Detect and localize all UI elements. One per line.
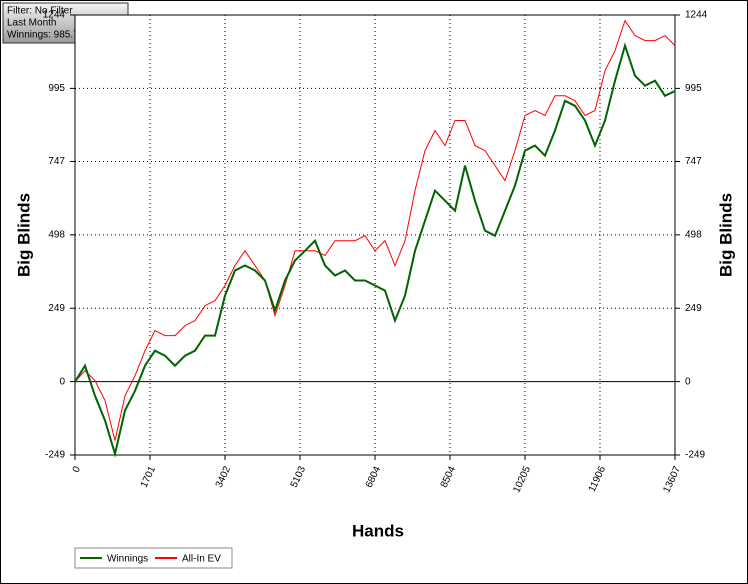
y-tick-label: 0: [59, 376, 65, 387]
y2-axis-title: Big Blinds: [716, 193, 735, 277]
y2-tick-label: 995: [685, 83, 702, 94]
y2-tick-label: 0: [685, 376, 691, 387]
y-tick-label: 995: [48, 83, 65, 94]
y2-tick-label: 498: [685, 229, 702, 240]
y2-tick-label: -249: [685, 450, 705, 461]
plot-border: [74, 14, 676, 456]
y-tick-label: 747: [48, 156, 65, 167]
x-axis-title: Hands: [352, 521, 404, 540]
y-tick-label: 249: [48, 303, 65, 314]
info-line: Last Month: [7, 18, 56, 29]
info-line: Winnings: 985.7 Big Blinds: [7, 30, 126, 41]
y2-tick-label: 747: [685, 156, 702, 167]
legend-label: Winnings: [107, 554, 148, 565]
y-tick-label: 1244: [43, 10, 66, 21]
y-axis-title: Big Blinds: [14, 193, 33, 277]
y-tick-label: -249: [45, 450, 65, 461]
series-line: [74, 42, 676, 458]
legend-label: All-In EV: [182, 554, 221, 565]
series-line: [74, 19, 676, 441]
y2-tick-label: 249: [685, 303, 702, 314]
info-line: Filter: No Filter: [7, 6, 73, 17]
x-tick-label: 0: [71, 464, 84, 474]
y-tick-label: 498: [48, 229, 65, 240]
y2-tick-label: 1244: [685, 10, 708, 21]
legend: [74, 547, 233, 569]
